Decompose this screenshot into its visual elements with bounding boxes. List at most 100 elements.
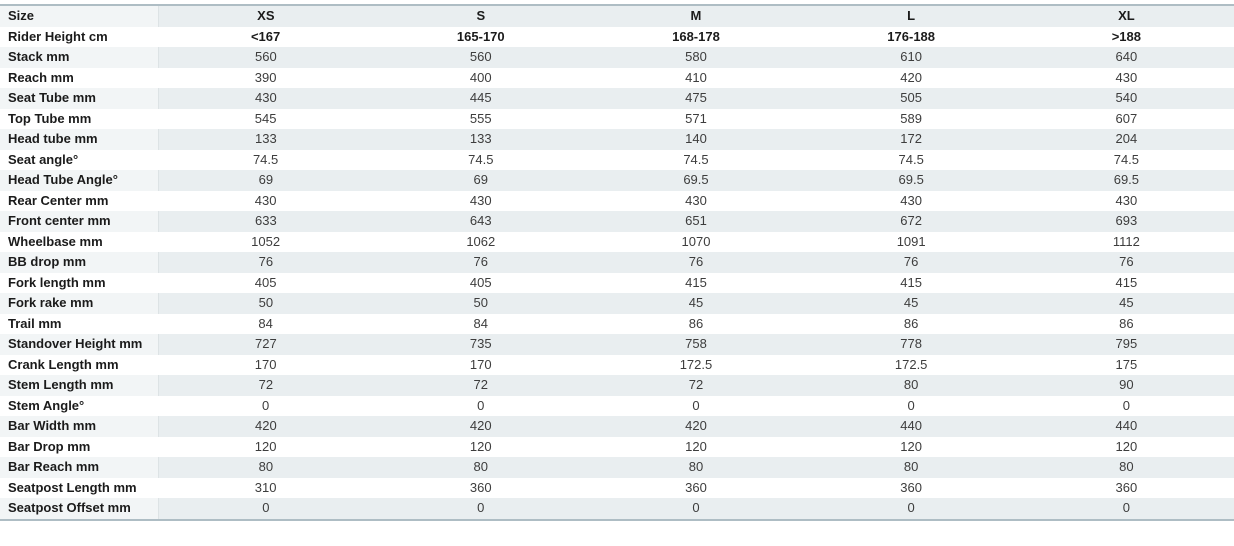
- spec-value-cell: 580: [588, 47, 804, 68]
- header-row: Size XS S M L XL: [0, 5, 1234, 27]
- spec-value-cell: 415: [1115, 274, 1138, 290]
- spec-value-cell: 170: [254, 356, 277, 372]
- spec-value-cell: 80: [158, 457, 374, 478]
- table-row: Top Tube mm 545 555 571 589 607: [0, 109, 1234, 130]
- table-row: Bar Reach mm 80 80 80 80 80: [0, 457, 1234, 478]
- spec-value-cell: 633: [158, 211, 374, 232]
- table-row: Crank Length mm 170 170 172.5 172.5 175: [0, 355, 1234, 376]
- spec-value-cell: 390: [254, 69, 277, 85]
- size-column-header: XL: [1018, 5, 1234, 27]
- table-row: Fork length mm 405 405 415 415 415: [0, 273, 1234, 294]
- table-row: Seat Tube mm 430 445 475 505 540: [0, 88, 1234, 109]
- spec-value-cell: 420: [900, 69, 922, 85]
- spec-value-cell: 0: [803, 498, 1019, 520]
- spec-row-label: Bar Width mm: [0, 416, 159, 437]
- spec-row-label: Seat angle°: [8, 151, 79, 167]
- spec-value-cell: 1112: [1112, 233, 1140, 249]
- spec-value-cell: 69: [373, 170, 589, 191]
- spec-value-cell: 360: [685, 479, 707, 495]
- spec-value-cell: 545: [254, 110, 277, 126]
- spec-value-cell: 735: [373, 334, 589, 355]
- spec-value-cell: 420: [373, 416, 589, 437]
- spec-row-label: Fork rake mm: [0, 293, 159, 314]
- spec-row-label: Crank Length mm: [8, 356, 119, 372]
- spec-value-cell: <167: [250, 28, 281, 44]
- spec-value-cell: 560: [158, 47, 374, 68]
- spec-value-cell: 420: [158, 416, 374, 437]
- spec-value-cell: 172.5: [894, 356, 928, 372]
- spec-value-cell: 1052: [251, 233, 281, 249]
- spec-value-cell: 607: [1115, 110, 1138, 126]
- spec-value-cell: 86: [688, 315, 704, 331]
- spec-value-cell: 643: [373, 211, 589, 232]
- spec-value-cell: 74.5: [1113, 151, 1140, 167]
- spec-value-cell: 170: [469, 356, 492, 372]
- spec-value-cell: 204: [1018, 129, 1234, 150]
- spec-value-cell: 86: [903, 315, 919, 331]
- spec-value-cell: 415: [900, 274, 922, 290]
- spec-value-cell: 758: [588, 334, 804, 355]
- spec-value-cell: 76: [803, 252, 1019, 273]
- spec-row-label: Wheelbase mm: [8, 233, 103, 249]
- table-row: Wheelbase mm 1052 1062 1070 1091 1112: [0, 232, 1234, 253]
- spec-value-cell: 405: [469, 274, 492, 290]
- table-row: Standover Height mm 727 735 758 778 795: [0, 334, 1234, 355]
- spec-value-cell: 0: [1018, 498, 1234, 520]
- spec-value-cell: 778: [803, 334, 1019, 355]
- spec-value-cell: 80: [803, 457, 1019, 478]
- spec-value-cell: 50: [373, 293, 589, 314]
- spec-value-cell: 430: [469, 192, 492, 208]
- spec-value-cell: 172: [803, 129, 1019, 150]
- spec-row-label: Head Tube Angle°: [0, 170, 159, 191]
- spec-value-cell: 651: [588, 211, 804, 232]
- spec-value-cell: 430: [254, 192, 277, 208]
- spec-row-label: Rider Height cm: [8, 28, 108, 44]
- spec-value-cell: 45: [1018, 293, 1234, 314]
- spec-row-label: Seatpost Length mm: [8, 479, 137, 495]
- spec-value-cell: 505: [803, 88, 1019, 109]
- spec-row-label: Seatpost Offset mm: [0, 498, 159, 520]
- spec-value-cell: 430: [685, 192, 707, 208]
- spec-value-cell: 168-178: [672, 28, 720, 44]
- spec-value-cell: 120: [1115, 438, 1138, 454]
- spec-value-cell: 140: [588, 129, 804, 150]
- table-row: Head tube mm 133 133 140 172 204: [0, 129, 1234, 150]
- table-row: Seatpost Offset mm 0 0 0 0 0: [0, 498, 1234, 520]
- table-row: Bar Width mm 420 420 420 440 440: [0, 416, 1234, 437]
- spec-value-cell: 86: [1119, 315, 1134, 331]
- table-row: Reach mm 390 400 410 420 430: [0, 68, 1234, 89]
- spec-value-cell: 74.5: [683, 151, 709, 167]
- spec-value-cell: 310: [254, 479, 277, 495]
- spec-value-cell: 571: [685, 110, 707, 126]
- spec-value-cell: >188: [1111, 28, 1142, 44]
- spec-value-cell: 76: [588, 252, 804, 273]
- spec-value-cell: 727: [158, 334, 374, 355]
- spec-value-cell: 133: [373, 129, 589, 150]
- spec-value-cell: 175: [1115, 356, 1138, 372]
- spec-value-cell: 360: [469, 479, 492, 495]
- spec-value-cell: 45: [803, 293, 1019, 314]
- spec-value-cell: 672: [803, 211, 1019, 232]
- spec-row-label: Front center mm: [0, 211, 159, 232]
- spec-value-cell: 560: [373, 47, 589, 68]
- spec-row-label: Rear Center mm: [8, 192, 109, 208]
- spec-value-cell: 430: [900, 192, 922, 208]
- size-column-header: L: [803, 5, 1019, 27]
- spec-value-cell: 76: [158, 252, 374, 273]
- spec-value-cell: 440: [1018, 416, 1234, 437]
- table-row: Stem Angle° 0 0 0 0 0: [0, 396, 1234, 417]
- spec-value-cell: 693: [1018, 211, 1234, 232]
- spec-value-cell: 80: [1018, 457, 1234, 478]
- spec-value-cell: 555: [469, 110, 492, 126]
- spec-value-cell: 0: [1122, 397, 1130, 413]
- spec-value-cell: 80: [588, 457, 804, 478]
- spec-row-label: Standover Height mm: [0, 334, 159, 355]
- spec-row-label: Reach mm: [8, 69, 74, 85]
- spec-value-cell: 133: [158, 129, 374, 150]
- spec-value-cell: 80: [373, 457, 589, 478]
- spec-value-cell: 589: [900, 110, 922, 126]
- table-row: Stack mm 560 560 580 610 640: [0, 47, 1234, 68]
- size-header-label: Size: [0, 5, 159, 27]
- table-row: Seatpost Length mm 310 360 360 360 360: [0, 478, 1234, 499]
- spec-value-cell: 0: [907, 397, 915, 413]
